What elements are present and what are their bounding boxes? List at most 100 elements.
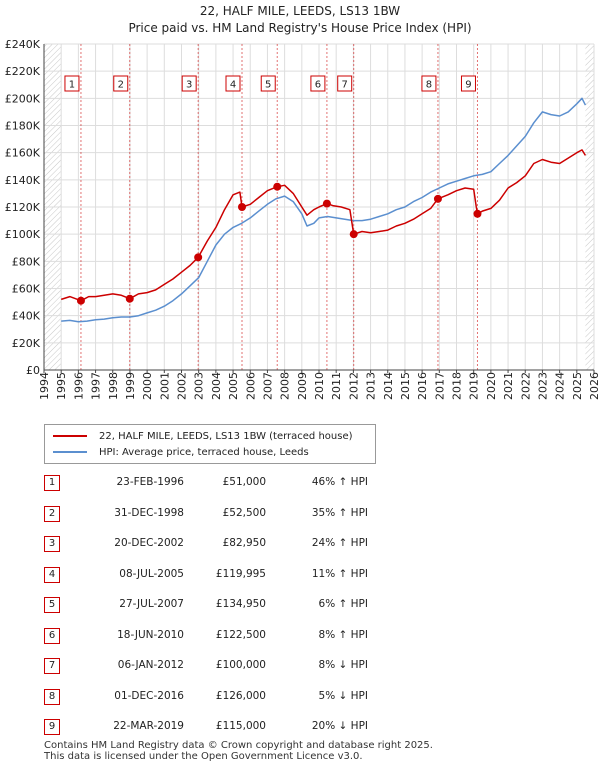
sale-row: 7 06-JAN-2012 £100,000 8% ↓ HPI bbox=[44, 655, 434, 686]
sale-hpi-diff: 46% ↑ HPI bbox=[311, 476, 368, 488]
sale-row: 4 08-JUL-2005 £119,995 11% ↑ HPI bbox=[44, 564, 434, 595]
legend-swatch-property bbox=[53, 435, 87, 437]
footer-attribution: Contains HM Land Registry data © Crown c… bbox=[44, 740, 433, 762]
sale-number: 8 bbox=[44, 688, 60, 705]
sale-price: £119,995 bbox=[215, 567, 266, 580]
sale-price: £122,500 bbox=[215, 628, 266, 641]
y-tick-label: £100K bbox=[5, 228, 41, 241]
x-tick-label: 1997 bbox=[90, 372, 103, 400]
sale-point bbox=[473, 209, 482, 218]
sale-label: 5 bbox=[265, 80, 271, 91]
x-tick-label: 2004 bbox=[210, 372, 223, 400]
sale-price: £100,000 bbox=[215, 659, 266, 671]
sale-date: 20-DEC-2002 bbox=[114, 537, 184, 549]
sale-row: 2 31-DEC-1998 £52,500 35% ↑ HPI bbox=[44, 503, 434, 534]
legend-label-hpi: HPI: Average price, terraced house, Leed… bbox=[99, 446, 309, 458]
sale-point bbox=[433, 194, 442, 203]
sale-hpi-diff: 8% ↓ HPI bbox=[318, 659, 368, 671]
sale-number: 9 bbox=[44, 719, 60, 735]
x-tick-label: 1994 bbox=[38, 372, 51, 400]
x-tick-label: 2019 bbox=[468, 372, 481, 400]
sale-hpi-diff: 20% ↓ HPI bbox=[311, 720, 368, 732]
legend-item-property: 22, HALF MILE, LEEDS, LS13 1BW (terraced… bbox=[53, 429, 353, 443]
footer-line-2: This data is licensed under the Open Gov… bbox=[44, 751, 363, 762]
sale-point bbox=[273, 182, 282, 191]
sale-date: 27-JUL-2007 bbox=[119, 598, 184, 610]
x-tick-label: 2024 bbox=[554, 372, 567, 400]
y-tick-label: £140K bbox=[5, 174, 41, 187]
x-tick-label: 2022 bbox=[519, 372, 532, 400]
y-tick-label: £180K bbox=[5, 120, 41, 133]
sale-number: 6 bbox=[44, 627, 60, 644]
x-tick-label: 1995 bbox=[55, 372, 68, 400]
sale-hpi-diff: 5% ↓ HPI bbox=[318, 689, 368, 702]
sale-label-box bbox=[310, 75, 326, 92]
sale-price: £126,000 bbox=[215, 689, 266, 702]
sale-point bbox=[194, 253, 203, 262]
x-tick-label: 2002 bbox=[176, 372, 189, 400]
y-tick-label: £200K bbox=[5, 92, 41, 105]
sale-price: £51,000 bbox=[222, 476, 266, 488]
y-tick-label: £80K bbox=[12, 255, 41, 268]
x-tick-label: 1996 bbox=[72, 372, 85, 400]
y-tick-label: £0 bbox=[26, 364, 40, 377]
sale-point bbox=[322, 199, 331, 208]
sale-label-box bbox=[113, 75, 129, 92]
sale-label: 7 bbox=[342, 80, 348, 91]
sale-hpi-diff: 11% ↑ HPI bbox=[311, 567, 368, 580]
sale-label-box bbox=[337, 75, 353, 92]
x-tick-label: 1999 bbox=[124, 372, 137, 400]
sale-number: 2 bbox=[44, 505, 60, 522]
sale-row: 6 18-JUN-2010 £122,500 8% ↑ HPI bbox=[44, 625, 434, 656]
sale-row: 8 01-DEC-2016 £126,000 5% ↓ HPI bbox=[44, 686, 434, 717]
chart-subtitle: Price paid vs. HM Land Registry's House … bbox=[128, 21, 472, 35]
sale-label: 8 bbox=[426, 80, 432, 91]
x-tick-label: 2016 bbox=[416, 372, 429, 400]
sale-point bbox=[76, 296, 85, 305]
sale-date: 06-JAN-2012 bbox=[117, 659, 184, 671]
sale-row: 5 27-JUL-2007 £134,950 6% ↑ HPI bbox=[44, 594, 434, 625]
sale-number: 4 bbox=[44, 566, 60, 583]
chart-title: 22, HALF MILE, LEEDS, LS13 1BW bbox=[199, 4, 401, 18]
sale-date: 18-JUN-2010 bbox=[117, 628, 184, 641]
sale-label-box bbox=[225, 75, 241, 92]
sale-number: 3 bbox=[44, 536, 60, 552]
sale-price: £82,950 bbox=[222, 537, 266, 549]
x-tick-label: 2012 bbox=[347, 372, 360, 400]
series-line-property bbox=[60, 149, 587, 302]
series-line-hpi bbox=[61, 97, 587, 323]
x-tick-label: 2000 bbox=[141, 372, 154, 400]
x-tick-label: 2013 bbox=[365, 372, 378, 400]
y-tick-label: £120K bbox=[5, 201, 41, 214]
sale-date: 01-DEC-2016 bbox=[114, 689, 184, 702]
chart-legend: 22, HALF MILE, LEEDS, LS13 1BW (terraced… bbox=[44, 424, 376, 464]
sale-date: 08-JUL-2005 bbox=[119, 567, 184, 580]
x-tick-label: 2005 bbox=[227, 372, 240, 400]
sale-label: 1 bbox=[69, 80, 75, 91]
sale-date: 31-DEC-1998 bbox=[114, 506, 184, 519]
y-tick-label: £60K bbox=[12, 283, 41, 296]
x-tick-label: 1998 bbox=[107, 372, 120, 400]
x-tick-label: 2021 bbox=[502, 372, 515, 400]
sale-label: 2 bbox=[118, 80, 124, 91]
sale-date: 22-MAR-2019 bbox=[113, 720, 184, 732]
x-tick-label: 2010 bbox=[313, 372, 326, 400]
y-tick-label: £160K bbox=[5, 147, 41, 160]
legend-item-hpi: HPI: Average price, terraced house, Leed… bbox=[53, 445, 309, 459]
sale-point bbox=[238, 203, 246, 212]
sale-label-box bbox=[64, 75, 80, 92]
x-tick-label: 2009 bbox=[296, 372, 309, 400]
price-chart: 1 2 3 4 5 6 7 8 9 £0 £20K £40K £60K £80K £100K £120K £1… bbox=[5, 38, 600, 400]
x-tick-label: 2025 bbox=[571, 372, 584, 400]
sale-label: 3 bbox=[186, 80, 192, 91]
sale-label: 9 bbox=[465, 80, 471, 91]
sale-row: 1 23-FEB-1996 £51,000 46% ↑ HPI bbox=[44, 472, 434, 503]
sale-hpi-diff: 6% ↑ HPI bbox=[318, 598, 368, 610]
sales-table: 1 23-FEB-1996 £51,000 46% ↑ HPI 2 31-DEC… bbox=[44, 472, 434, 747]
y-tick-label: £40K bbox=[12, 310, 41, 323]
sale-point bbox=[125, 294, 134, 303]
sale-label-box bbox=[181, 75, 197, 92]
x-tick-label: 2003 bbox=[193, 372, 206, 400]
sale-row: 9 22-MAR-2019 £115,000 20% ↓ HPI bbox=[44, 716, 434, 747]
sale-number: 5 bbox=[44, 597, 60, 613]
